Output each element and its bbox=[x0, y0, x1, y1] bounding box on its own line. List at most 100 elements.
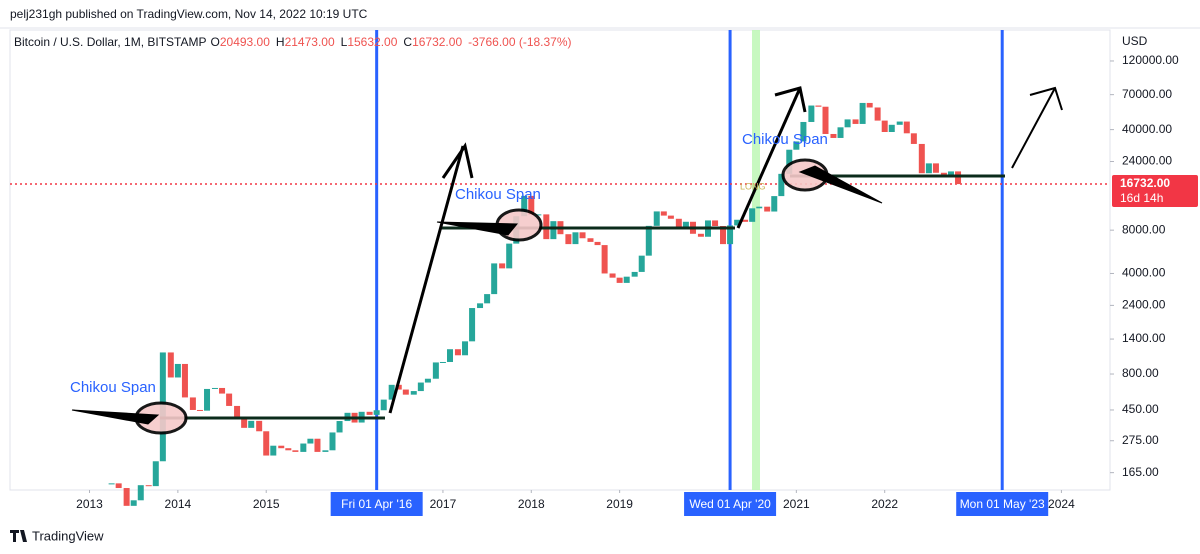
candle bbox=[815, 105, 822, 107]
candle bbox=[910, 133, 917, 144]
marker-label: Fri 01 Apr '16 bbox=[341, 497, 412, 511]
candle bbox=[727, 225, 734, 245]
candle bbox=[837, 127, 844, 138]
candle bbox=[609, 273, 616, 278]
candle bbox=[491, 263, 498, 295]
legend-item: 20493.00 bbox=[220, 35, 270, 49]
candle bbox=[874, 107, 881, 121]
candle bbox=[535, 214, 542, 216]
legend-item: O bbox=[211, 35, 220, 49]
candle bbox=[830, 133, 837, 138]
candle bbox=[771, 196, 778, 212]
candle bbox=[366, 411, 373, 415]
x-tick-label: 2015 bbox=[253, 497, 280, 511]
candle bbox=[410, 391, 417, 395]
candle bbox=[955, 171, 962, 185]
y-tick-label: 8000.00 bbox=[1122, 222, 1166, 236]
candle bbox=[594, 241, 601, 246]
marker-label: Wed 01 Apr '20 bbox=[689, 497, 771, 511]
x-tick-label: 2018 bbox=[518, 497, 545, 511]
candle bbox=[477, 303, 484, 309]
candle bbox=[601, 245, 608, 274]
marker-label: Mon 01 May '23 bbox=[960, 497, 1045, 511]
publisher: pelj231gh published on TradingView.com, … bbox=[10, 7, 368, 21]
candle bbox=[528, 195, 535, 215]
candle bbox=[675, 218, 682, 228]
candle bbox=[219, 387, 226, 394]
candle bbox=[616, 277, 623, 283]
candle bbox=[278, 445, 285, 449]
arrow bbox=[1011, 87, 1056, 169]
legend: Bitcoin / U.S. Dollar, 1M, BITSTAMP O2049… bbox=[14, 35, 572, 49]
candle bbox=[234, 405, 241, 419]
y-tick-label: 2400.00 bbox=[1122, 298, 1166, 312]
candle bbox=[822, 106, 829, 134]
candle bbox=[932, 163, 939, 173]
candle bbox=[322, 450, 329, 452]
candle bbox=[587, 238, 594, 242]
candle bbox=[211, 387, 218, 389]
candle bbox=[742, 219, 749, 222]
candle bbox=[844, 119, 851, 128]
y-tick-label: 24000.00 bbox=[1122, 154, 1172, 168]
candle bbox=[388, 384, 395, 400]
price-box bbox=[1112, 175, 1198, 208]
marker-label-bg bbox=[330, 492, 423, 516]
candle bbox=[720, 226, 727, 245]
candle bbox=[226, 393, 233, 406]
candle bbox=[329, 432, 336, 451]
candle bbox=[447, 349, 453, 362]
candle bbox=[241, 418, 248, 428]
candle bbox=[756, 206, 763, 209]
legend-item: 15632.00 bbox=[347, 35, 397, 49]
y-tick-label: 40000.00 bbox=[1122, 122, 1172, 136]
y-tick-label: 1400.00 bbox=[1122, 331, 1166, 345]
x-tick-label: 2014 bbox=[165, 497, 192, 511]
candle bbox=[314, 438, 321, 452]
legend-item: -3766.00 (-18.37%) bbox=[468, 35, 571, 49]
candle bbox=[764, 206, 771, 212]
marker-label-bg bbox=[956, 492, 1049, 516]
candle bbox=[395, 384, 402, 390]
annotations bbox=[71, 86, 1063, 435]
y-tick-label: 165.00 bbox=[1122, 465, 1159, 479]
candle bbox=[108, 483, 115, 485]
candle bbox=[653, 211, 660, 226]
x-tick-label: 2021 bbox=[783, 497, 810, 511]
candle bbox=[469, 308, 476, 342]
candle bbox=[181, 363, 188, 398]
candle bbox=[521, 195, 528, 217]
candle bbox=[697, 233, 704, 237]
candle bbox=[682, 221, 689, 228]
candle bbox=[800, 121, 807, 142]
candle bbox=[336, 421, 343, 433]
candle bbox=[307, 438, 314, 444]
arrow-head bbox=[774, 86, 807, 113]
currency: USD bbox=[1122, 34, 1148, 48]
candle bbox=[631, 271, 638, 277]
candle bbox=[749, 208, 756, 222]
x-tick-label: 2022 bbox=[871, 497, 898, 511]
legend-item: C bbox=[403, 35, 412, 49]
candle bbox=[115, 483, 122, 489]
candle bbox=[373, 410, 380, 415]
candle bbox=[579, 232, 586, 239]
candle bbox=[572, 232, 579, 245]
candle bbox=[462, 341, 469, 356]
candle bbox=[888, 124, 895, 132]
candle bbox=[123, 488, 130, 506]
candle bbox=[256, 420, 263, 432]
y-tick-label: 120000.00 bbox=[1122, 53, 1179, 67]
arrow bbox=[388, 145, 465, 414]
candle bbox=[734, 219, 741, 226]
candle bbox=[300, 443, 307, 452]
candle bbox=[565, 234, 572, 245]
candle bbox=[145, 485, 152, 487]
candle bbox=[189, 397, 196, 410]
marker-label-bg bbox=[684, 492, 777, 516]
x-tick-label: 2024 bbox=[1048, 497, 1075, 511]
candle bbox=[866, 102, 873, 108]
x-tick-label: 2013 bbox=[76, 497, 103, 511]
y-tick-label: 800.00 bbox=[1122, 366, 1159, 380]
